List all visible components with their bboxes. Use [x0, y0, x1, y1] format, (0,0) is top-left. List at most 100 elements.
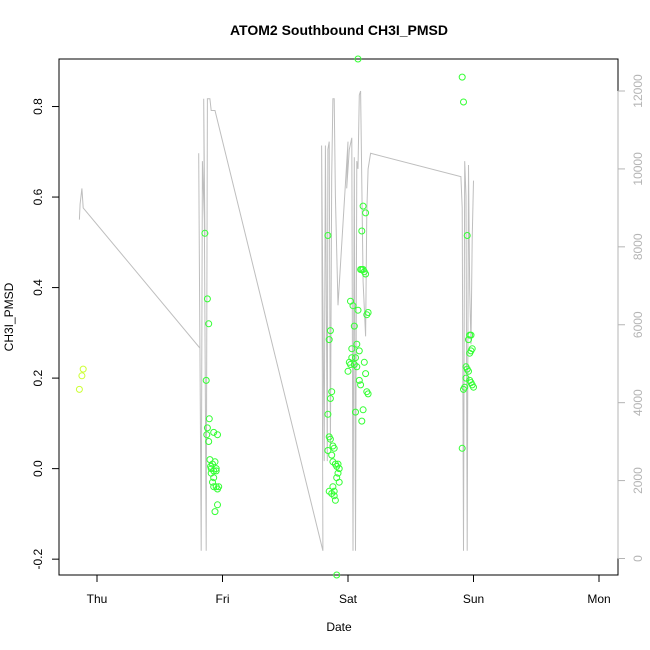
data-point: [364, 390, 372, 398]
data-point: [349, 302, 357, 310]
data-point: [458, 73, 466, 81]
x-tick-label: Thu: [87, 592, 108, 606]
y-tick-label: 0.2: [31, 369, 45, 386]
data-point: [335, 465, 343, 473]
data-point: [359, 406, 367, 414]
data-point: [328, 388, 336, 396]
data-point: [350, 322, 358, 330]
data-point: [467, 347, 475, 355]
y-right-tick-label: 0: [631, 555, 645, 562]
data-point: [326, 327, 334, 335]
data-point: [362, 370, 370, 378]
data-point: [214, 501, 221, 509]
data-point: [357, 381, 365, 389]
data-point: [354, 306, 362, 314]
data-point: [78, 372, 86, 380]
data-point: [359, 202, 367, 210]
y-right-tick-label: 6000: [631, 311, 645, 338]
data-point: [211, 458, 219, 466]
data-point: [352, 408, 359, 416]
data-point: [334, 460, 342, 468]
y-right-tick-label: 4000: [631, 389, 645, 416]
data-point: [362, 209, 370, 217]
data-point: [328, 451, 336, 459]
y-right-tick-label: 2000: [631, 467, 645, 494]
data-point: [462, 363, 470, 371]
data-point: [352, 354, 359, 362]
x-tick-label: Sun: [463, 592, 484, 606]
data-point: [212, 483, 220, 491]
data-point: [348, 345, 356, 353]
data-point: [462, 374, 470, 382]
data-point: [358, 227, 366, 235]
y-tick-label: 0.6: [31, 188, 45, 205]
data-point: [364, 309, 372, 316]
data-point: [212, 467, 220, 475]
y-axis-label: CH3I_PMSD: [2, 282, 16, 351]
y-right-tick-label: 12000: [631, 74, 645, 108]
y-right-tick-label: 8000: [631, 233, 645, 260]
data-point: [466, 376, 474, 384]
data-point: [324, 232, 332, 239]
y-axis-right: 0 2000 4000 6000 8000 10000 12000: [617, 74, 645, 562]
data-point: [79, 365, 87, 373]
data-point: [360, 358, 368, 366]
data-point: [465, 336, 472, 344]
data-point: [358, 417, 366, 425]
data-point: [359, 266, 367, 273]
data-point: [203, 295, 211, 303]
series-line: [78, 90, 474, 551]
data-point: [210, 483, 218, 491]
chart-title: ATOM2 Southbound CH3I_PMSD: [230, 22, 448, 38]
data-point: [344, 367, 352, 375]
data-point: [330, 492, 338, 500]
data-point: [324, 410, 332, 418]
data-point: [330, 444, 338, 452]
data-point: [324, 447, 332, 454]
data-point: [203, 431, 211, 439]
data-point: [353, 363, 361, 371]
data-point: [326, 435, 334, 443]
data-point: [209, 478, 216, 486]
series-line-group: [78, 90, 474, 551]
x-tick-label: Fri: [216, 592, 230, 606]
data-point: [463, 232, 471, 239]
data-point: [347, 361, 354, 368]
x-axis: Thu Fri Sat Sun Mon: [87, 574, 611, 606]
data-point: [205, 415, 213, 423]
data-point: [333, 571, 341, 579]
x-tick-label: Sat: [339, 592, 358, 606]
data-point: [201, 229, 209, 237]
plot-area-frame: [58, 58, 619, 576]
data-point: [75, 385, 83, 393]
data-point: [460, 98, 467, 106]
y-right-tick-label: 10000: [631, 152, 645, 186]
y-axis-left: -0.2 0.0 0.2 0.4 0.6 0.8: [31, 98, 60, 570]
x-tick-label: Mon: [587, 592, 610, 606]
data-point: [354, 55, 362, 63]
data-point: [210, 428, 218, 436]
data-point: [355, 347, 363, 355]
data-point: [325, 336, 333, 344]
y-tick-label: -0.2: [31, 548, 45, 569]
data-point: [329, 483, 337, 491]
y-tick-label: 0.8: [31, 98, 45, 115]
data-point: [331, 496, 339, 504]
data-point: [335, 478, 343, 486]
data-point: [326, 395, 334, 402]
data-point: [203, 424, 211, 432]
data-point: [334, 469, 342, 477]
y-tick-label: 0.0: [31, 460, 45, 477]
data-point: [205, 438, 213, 445]
data-point: [458, 444, 466, 452]
data-point: [212, 465, 220, 473]
x-axis-label: Date: [326, 620, 352, 634]
data-point: [215, 483, 223, 491]
data-point: [211, 508, 219, 516]
data-point: [205, 320, 213, 328]
series-points-group: [75, 55, 477, 579]
y-tick-label: 0.4: [31, 279, 45, 296]
data-point: [460, 385, 467, 393]
data-point: [355, 376, 363, 384]
